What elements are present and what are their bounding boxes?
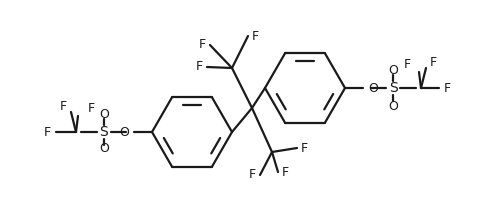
Text: O: O (119, 125, 129, 139)
Text: F: F (430, 57, 437, 69)
Text: F: F (252, 30, 259, 42)
Text: S: S (388, 81, 398, 95)
Text: F: F (444, 82, 451, 94)
Text: F: F (249, 168, 256, 182)
Text: O: O (388, 63, 398, 77)
Text: O: O (99, 109, 109, 121)
Text: O: O (368, 82, 378, 94)
Text: F: F (199, 38, 206, 52)
Text: F: F (44, 125, 51, 139)
Text: F: F (196, 61, 203, 73)
Text: F: F (404, 58, 411, 72)
Text: F: F (60, 100, 67, 114)
Text: O: O (99, 142, 109, 156)
Text: F: F (301, 141, 308, 155)
Text: F: F (282, 166, 289, 178)
Text: S: S (100, 125, 108, 139)
Text: F: F (88, 103, 95, 115)
Text: O: O (388, 99, 398, 113)
